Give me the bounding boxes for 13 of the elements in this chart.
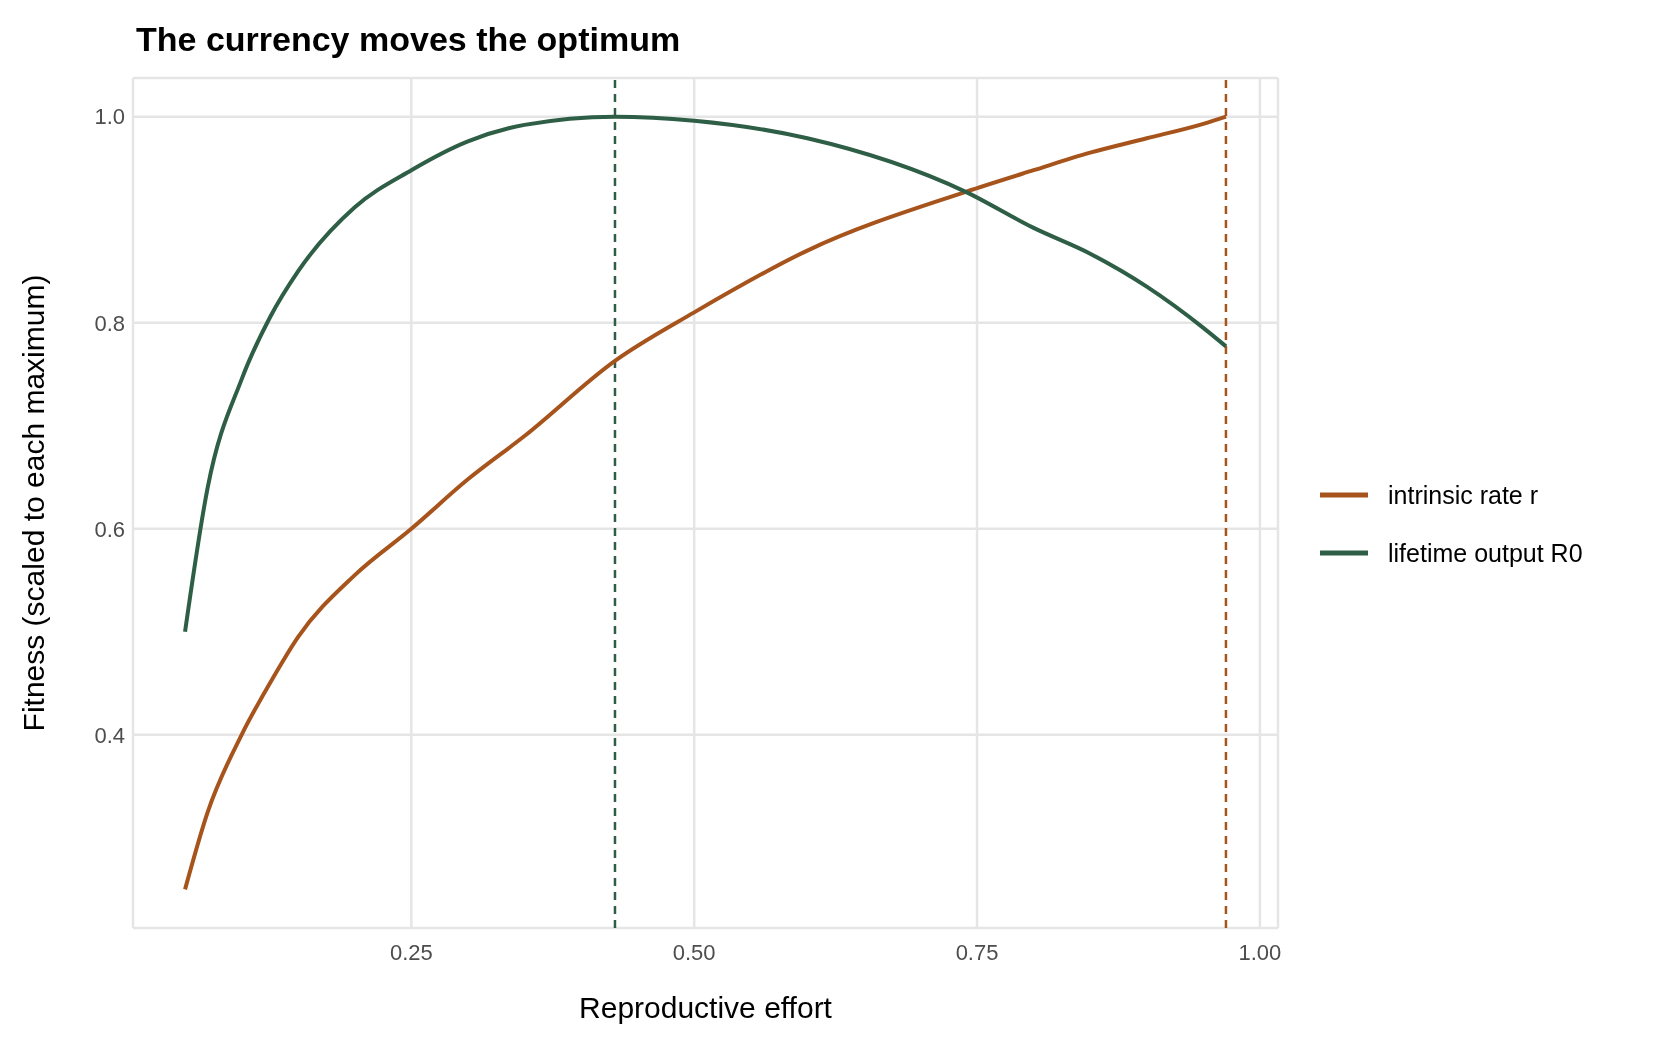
x-tick-label: 0.75 — [955, 939, 999, 965]
x-tick-label: 0.25 — [389, 939, 433, 965]
legend-label: lifetime output R0 — [1388, 538, 1583, 568]
chart-title: The currency moves the optimum — [136, 20, 681, 59]
x-tick-label: 1.00 — [1238, 939, 1282, 965]
y-axis-title: Fitness (scaled to each maximum) — [16, 274, 50, 732]
x-tick-label: 0.50 — [672, 939, 716, 965]
y-tick-label: 1.0 — [94, 104, 125, 130]
y-tick-label: 0.4 — [94, 722, 125, 748]
y-tick-label: 0.6 — [94, 516, 125, 542]
legend-label: intrinsic rate r — [1388, 480, 1539, 510]
x-axis-title: Reproductive effort — [579, 991, 833, 1024]
y-tick-label: 0.8 — [94, 310, 125, 336]
